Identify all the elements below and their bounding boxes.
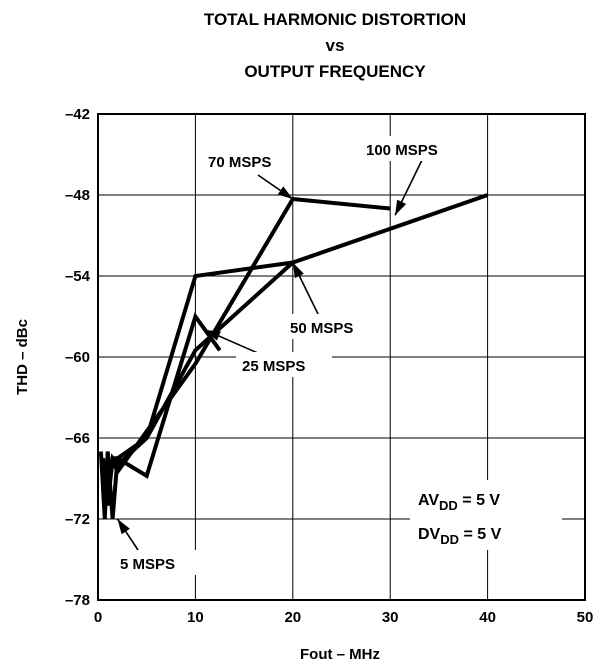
chart-title-line-1: TOTAL HARMONIC DISTORTION [204,10,466,29]
conditions-box-bg [410,480,562,550]
x-axis-label: Fout – MHz [300,646,380,663]
y-axis-label: THD – dBc [14,319,31,395]
x-tick-label: 0 [94,609,102,626]
annotation-50-msps: 50 MSPS [290,320,353,337]
annotation-70-msps: 70 MSPS [208,154,271,171]
series-line-5-msps [98,451,120,520]
annotation-arrowhead [205,330,221,341]
x-tick-label: 10 [187,609,204,626]
x-tick-label: 50 [577,609,594,626]
series-line-70-msps [100,196,391,506]
y-tick-label: –60 [65,349,90,366]
y-tick-label: –42 [65,106,90,123]
x-tick-label: 40 [479,609,496,626]
series-line-100-msps [100,193,489,493]
x-tick-label: 20 [284,609,301,626]
annotation-arrowhead [277,186,293,200]
chart-title-line-2: vs [326,36,345,55]
y-tick-label: –48 [65,187,90,204]
annotation-bg-100 [354,136,473,161]
annotation-5-msps: 5 MSPS [120,556,175,573]
annotation-arrowhead [395,199,407,216]
annotation-arrowhead [292,262,304,279]
y-tick-label: –66 [65,430,90,447]
annotation-bg-25 [236,352,332,377]
annotation-bg-5 [115,550,200,575]
annotation-bg-70 [202,148,290,173]
tick-labels-layer: 0 10 20 30 40 50 –78 –72 –66 –60 –54 –48 –42 [65,106,593,626]
annotation-25-msps: 25 MSPS [242,358,305,375]
plot-frame [97,113,586,601]
x-tick-label: 30 [382,609,399,626]
y-tick-label: –72 [65,511,90,528]
annotation-arrowhead [117,519,130,535]
y-tick-label: –54 [65,268,91,285]
series-layer [98,193,489,520]
condition-dvdd: DVDD = 5 V [418,526,502,547]
y-tick-label: –78 [65,592,90,609]
condition-avdd: AVDD = 5 V [418,492,500,513]
chart-title-line-3: OUTPUT FREQUENCY [244,62,426,81]
annotation-100-msps: 100 MSPS [366,142,438,159]
annotation-pointers-layer [116,159,423,551]
annotation-bg-50 [284,314,380,339]
